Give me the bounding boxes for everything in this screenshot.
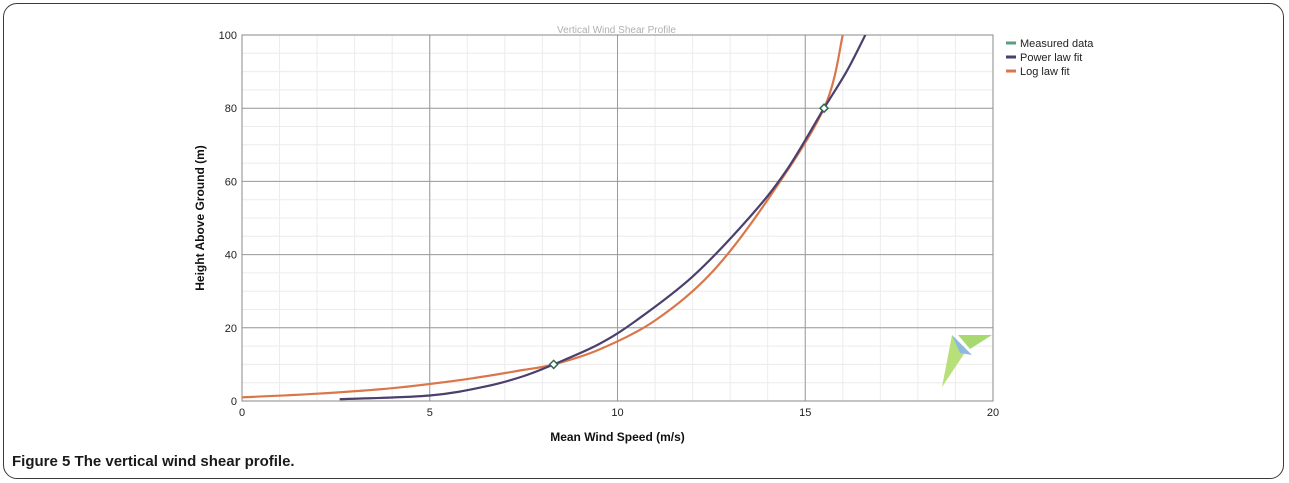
y-tick-label: 40 [225,250,237,262]
y-tick-label: 60 [225,176,237,188]
x-tick-label: 15 [799,407,811,419]
legend-label: Power law fit [1020,52,1082,64]
caption-text: The vertical wind shear profile. [74,453,295,470]
y-tick-label: 100 [219,30,237,42]
x-tick-label: 5 [427,407,433,419]
legend-label: Measured data [1020,38,1094,50]
y-tick-label: 20 [225,323,237,335]
measured-data-point [818,103,830,114]
legend-label: Log law fit [1020,66,1070,78]
wind-logo-shape [952,335,972,355]
figure-caption: Figure 5 The vertical wind shear profile… [12,453,295,470]
caption-label: Figure 5 [12,453,71,470]
wind-logo-shape [958,335,992,349]
x-tick-label: 0 [239,407,245,419]
y-tick-label: 80 [225,103,237,115]
y-tick-label: 0 [231,396,237,408]
measured-data-point [548,359,559,370]
wind-logo [942,335,992,387]
plot-border [241,34,994,402]
x-tick-label: 10 [611,407,623,419]
x-tick-label: 20 [987,407,999,419]
y-axis-label: Height Above Ground (m) [193,145,207,291]
x-axis-label: Mean Wind Speed (m/s) [550,430,685,444]
chart-title: Vertical Wind Shear Profile [557,25,676,36]
